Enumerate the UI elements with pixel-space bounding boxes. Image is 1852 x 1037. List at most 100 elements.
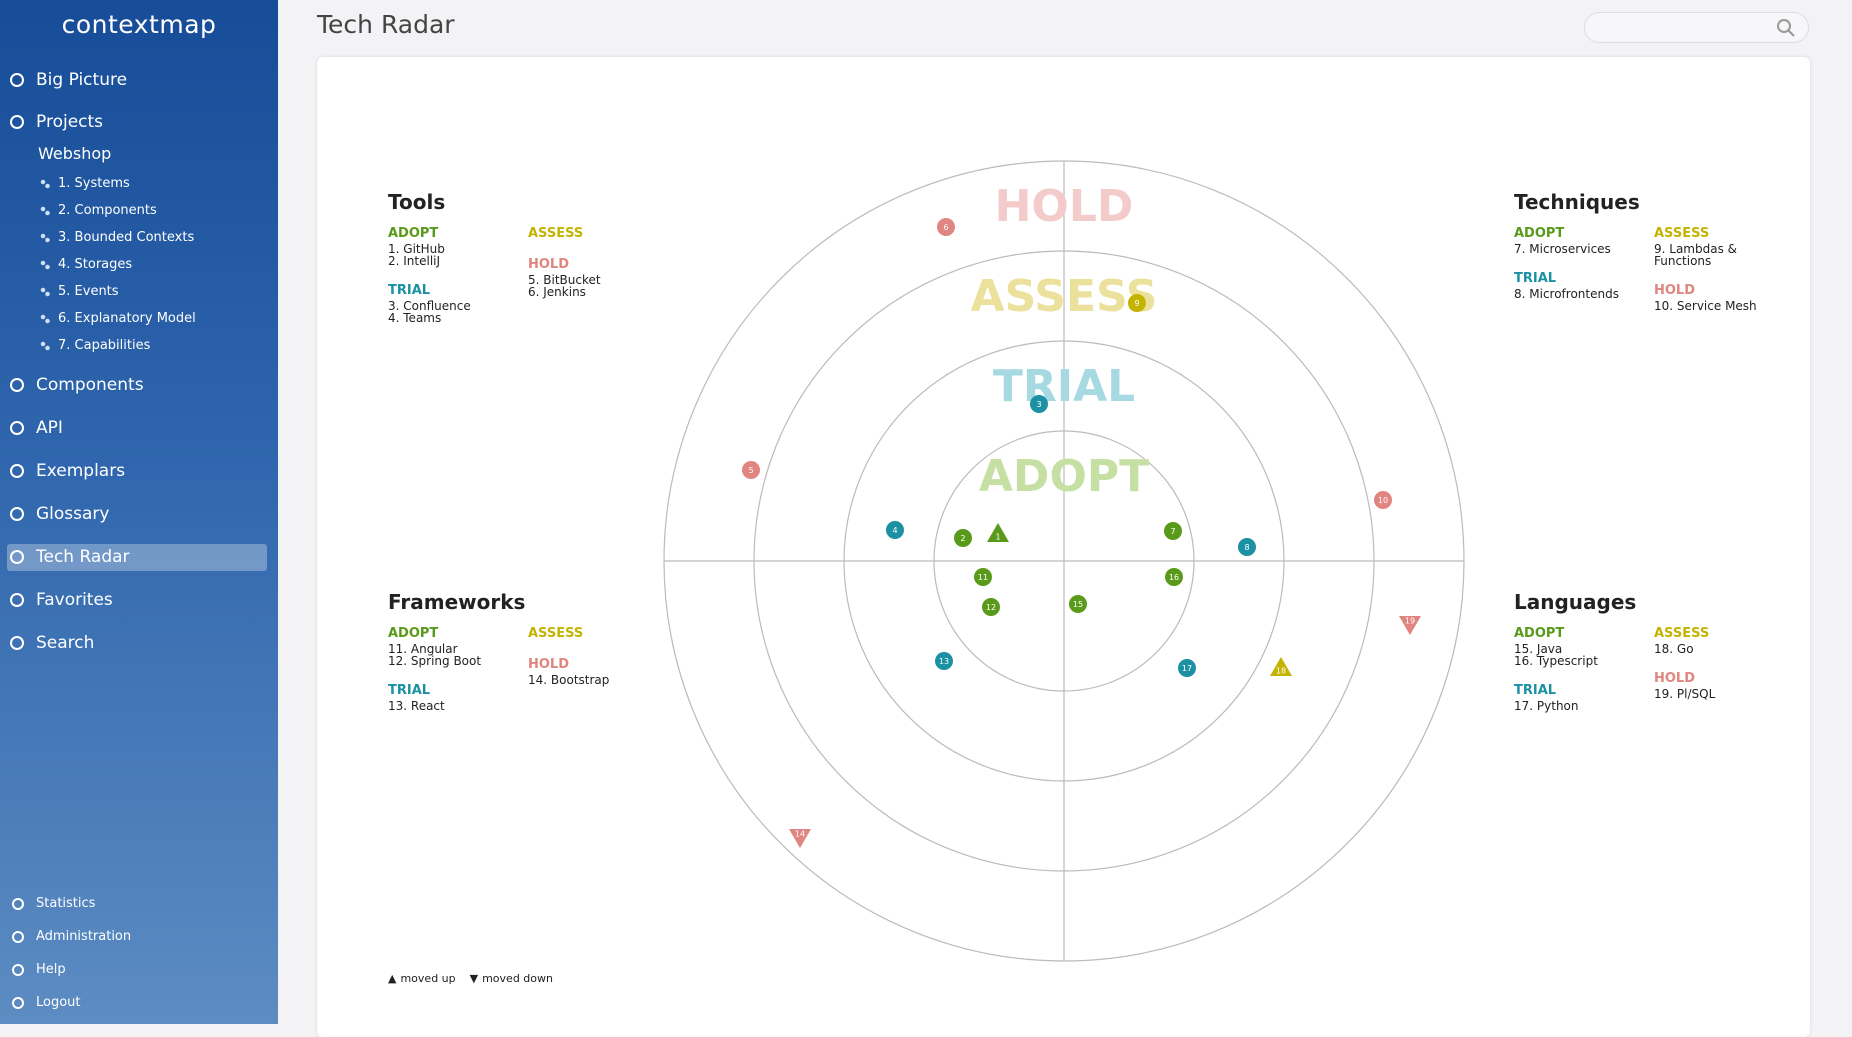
icon (10, 507, 24, 521)
blip[interactable]: 6 (937, 218, 955, 236)
item[interactable]: 17. Python (1514, 699, 1579, 713)
item[interactable]: 10. Service Mesh (1654, 299, 1757, 313)
blip[interactable]: 16 (1165, 568, 1183, 586)
blip-shape (1374, 491, 1392, 509)
nav-item[interactable]: Search (10, 633, 94, 653)
ring-heading: TRIAL (388, 283, 431, 298)
blip[interactable]: 18 (1270, 657, 1292, 676)
nav-item[interactable]: Tech Radar (10, 547, 130, 567)
item[interactable]: 1. GitHub (388, 242, 445, 256)
blip[interactable]: 8 (1238, 538, 1256, 556)
label: Tech Radar (36, 547, 130, 567)
project-item[interactable]: 7. Capabilities (40, 338, 150, 353)
item[interactable]: 4. Teams (388, 311, 442, 325)
blip[interactable]: 15 (1069, 595, 1087, 613)
nav-item[interactable]: Administration (12, 929, 131, 944)
item[interactable]: 6. Jenkins (528, 285, 586, 299)
ring-heading: HOLD (1654, 283, 1696, 298)
nav-item[interactable]: API (10, 418, 63, 438)
item[interactable]: 5. BitBucket (528, 273, 601, 287)
icon (10, 378, 24, 392)
blip[interactable]: 1 (987, 523, 1009, 542)
nav-item[interactable]: Statistics (12, 896, 95, 911)
blip[interactable]: 12 (982, 598, 1000, 616)
logo[interactable]: contextmap (61, 10, 217, 39)
search-icon (1777, 19, 1795, 37)
item[interactable]: 14. Bootstrap (528, 673, 610, 687)
item[interactable]: 18. Go (1654, 642, 1694, 656)
nav-item[interactable]: Glossary (10, 504, 109, 524)
blip[interactable]: 19 (1399, 616, 1421, 635)
label: 3. Bounded Contexts (58, 230, 195, 245)
blip-shape (1069, 595, 1087, 613)
blip-label: 5 (748, 466, 753, 475)
blip[interactable]: 11 (974, 568, 992, 586)
item[interactable]: 13. React (388, 699, 445, 713)
blip-shape (982, 598, 1000, 616)
project-item[interactable]: 1. Systems (40, 176, 130, 191)
nav-item[interactable]: Projects (10, 112, 103, 132)
blip[interactable]: 4 (886, 521, 904, 539)
nav-item[interactable]: Components (10, 375, 144, 395)
ring-heading: ADOPT (388, 626, 439, 641)
blip-shape (742, 461, 760, 479)
item[interactable]: 19. Pl/SQL (1654, 687, 1716, 701)
item[interactable]: 7. Microservices (1514, 242, 1611, 256)
project-item[interactable]: 2. Components (40, 203, 157, 218)
item[interactable]: 2. IntelliJ (388, 254, 441, 268)
item[interactable]: 11. Angular (388, 642, 458, 656)
project-name[interactable]: Webshop (38, 144, 112, 163)
quadrant: Frameworks ADOPT 11. Angular 12. Spring Boo… (388, 590, 688, 712)
blip[interactable]: 5 (742, 461, 760, 479)
active-highlight (7, 544, 267, 571)
ring-group: ADOPT 7. Microservices (1514, 226, 1654, 255)
icon (40, 178, 50, 189)
icon (10, 593, 24, 607)
blip-label: 18 (1276, 667, 1286, 676)
item[interactable]: 9. Lambdas & Functions (1654, 242, 1738, 268)
icon (40, 313, 50, 324)
item[interactable]: 3. Confluence (388, 299, 471, 313)
label: Components (36, 375, 144, 395)
nav-item[interactable]: Favorites (10, 590, 113, 610)
column: ADOPT 11. Angular 12. Spring Boot TRIAL 13. … (388, 626, 528, 728)
label: 1. Systems (58, 176, 130, 191)
blip[interactable]: 17 (1178, 659, 1196, 677)
item[interactable]: 16. Typescript (1514, 654, 1598, 668)
blip-shape (1030, 395, 1048, 413)
ring-heading: ADOPT (1514, 626, 1565, 641)
blip-label: 1 (995, 533, 1000, 542)
radar-card: ADOPT TRIAL ASSESS HOLD 1 2 3 4 5 6 7 8 9 10 11 12 13 14 1… (317, 57, 1810, 1037)
blip-label: 12 (986, 603, 996, 612)
nav-item[interactable]: Exemplars (10, 461, 125, 481)
project-item[interactable]: 4. Storages (40, 257, 132, 272)
nav-item[interactable]: Help (12, 962, 66, 977)
project-item[interactable]: 6. Explanatory Model (40, 311, 196, 326)
nav-item[interactable]: Logout (12, 995, 81, 1010)
nav-item[interactable]: Big Picture (10, 70, 127, 90)
blip[interactable]: 9 (1128, 294, 1146, 312)
blip-label: 6 (943, 223, 948, 232)
blip-label: 7 (1170, 527, 1175, 536)
blip[interactable]: 2 (954, 529, 972, 547)
blip-shape (1399, 616, 1421, 635)
blip[interactable]: 7 (1164, 522, 1182, 540)
item[interactable]: 12. Spring Boot (388, 654, 482, 668)
blip[interactable]: 13 (935, 652, 953, 670)
blip-shape (886, 521, 904, 539)
blip[interactable]: 3 (1030, 395, 1048, 413)
blip[interactable]: 14 (789, 829, 811, 848)
icon (10, 421, 24, 435)
icon (12, 963, 24, 976)
column: ASSESS HOLD 14. Bootstrap (528, 626, 668, 702)
ring-heading: ASSESS (1654, 226, 1710, 241)
blip[interactable]: 10 (1374, 491, 1392, 509)
ring-heading: ASSESS (528, 226, 584, 241)
blip-shape (1270, 657, 1292, 676)
project-item[interactable]: 3. Bounded Contexts (40, 230, 194, 245)
search-box[interactable] (1584, 12, 1809, 43)
ring-label: ADOPT (979, 451, 1149, 502)
item[interactable]: 8. Microfrontends (1514, 287, 1619, 301)
item[interactable]: 15. Java (1514, 642, 1563, 656)
project-item[interactable]: 5. Events (40, 284, 119, 299)
